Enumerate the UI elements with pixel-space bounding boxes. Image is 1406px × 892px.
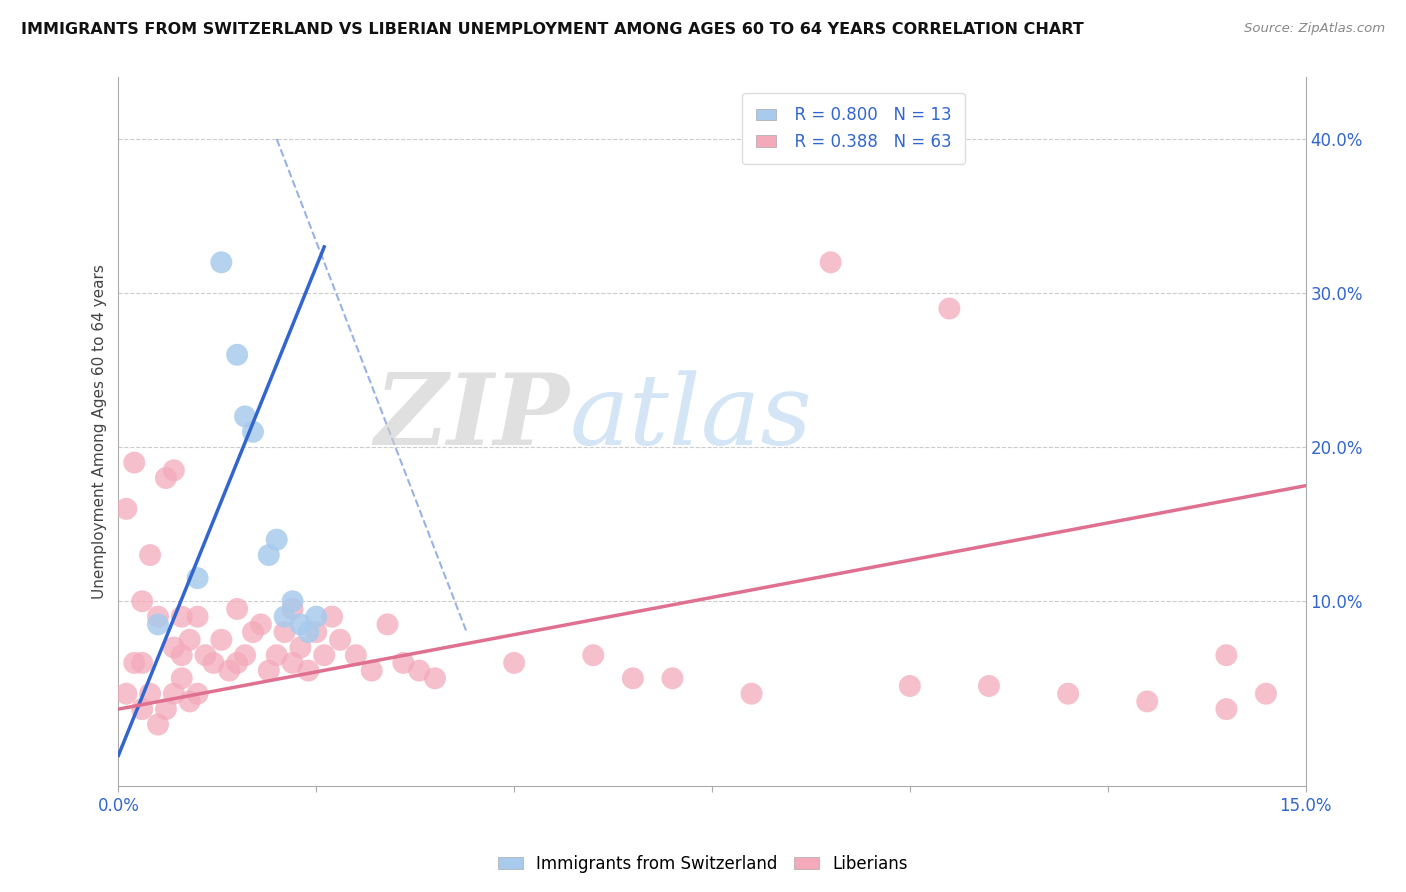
Immigrants from Switzerland [146, 617, 169, 632]
Liberians [218, 664, 240, 678]
Liberians [163, 687, 186, 701]
Liberians [233, 648, 256, 663]
Liberians [131, 594, 153, 608]
Liberians [281, 602, 304, 616]
Liberians [273, 625, 295, 640]
Liberians [187, 609, 209, 624]
Y-axis label: Unemployment Among Ages 60 to 64 years: Unemployment Among Ages 60 to 64 years [93, 264, 107, 599]
Liberians [209, 632, 232, 647]
Immigrants from Switzerland [266, 533, 288, 547]
Liberians [329, 632, 352, 647]
Legend: Immigrants from Switzerland, Liberians: Immigrants from Switzerland, Liberians [491, 848, 915, 880]
Liberians [257, 664, 280, 678]
Liberians [621, 671, 644, 685]
Liberians [155, 702, 177, 716]
Liberians [977, 679, 1000, 693]
Liberians [281, 656, 304, 670]
Liberians [163, 463, 186, 477]
Liberians [305, 625, 328, 640]
Immigrants from Switzerland [242, 425, 264, 439]
Liberians [314, 648, 336, 663]
Liberians [392, 656, 415, 670]
Liberians [1136, 694, 1159, 708]
Liberians [146, 609, 169, 624]
Immigrants from Switzerland [273, 609, 295, 624]
Liberians [344, 648, 367, 663]
Legend:   R = 0.800   N = 13,   R = 0.388   N = 63: R = 0.800 N = 13, R = 0.388 N = 63 [742, 93, 965, 164]
Liberians [661, 671, 683, 685]
Immigrants from Switzerland [257, 548, 280, 562]
Liberians [820, 255, 842, 269]
Liberians [1254, 687, 1277, 701]
Liberians [242, 625, 264, 640]
Liberians [122, 456, 145, 470]
Liberians [131, 702, 153, 716]
Liberians [139, 548, 162, 562]
Liberians [898, 679, 921, 693]
Liberians [503, 656, 526, 670]
Liberians [290, 640, 312, 655]
Liberians [155, 471, 177, 485]
Text: IMMIGRANTS FROM SWITZERLAND VS LIBERIAN UNEMPLOYMENT AMONG AGES 60 TO 64 YEARS C: IMMIGRANTS FROM SWITZERLAND VS LIBERIAN … [21, 22, 1084, 37]
Liberians [1215, 702, 1237, 716]
Liberians [408, 664, 430, 678]
Liberians [146, 717, 169, 731]
Immigrants from Switzerland [209, 255, 232, 269]
Liberians [194, 648, 217, 663]
Text: ZIP: ZIP [374, 369, 569, 466]
Liberians [938, 301, 960, 316]
Immigrants from Switzerland [233, 409, 256, 424]
Immigrants from Switzerland [226, 348, 249, 362]
Liberians [179, 694, 201, 708]
Liberians [360, 664, 382, 678]
Liberians [170, 648, 193, 663]
Liberians [1215, 648, 1237, 663]
Liberians [226, 602, 249, 616]
Liberians [423, 671, 446, 685]
Liberians [250, 617, 273, 632]
Liberians [741, 687, 763, 701]
Liberians [226, 656, 249, 670]
Liberians [170, 671, 193, 685]
Liberians [115, 501, 138, 516]
Text: atlas: atlas [569, 370, 813, 466]
Liberians [122, 656, 145, 670]
Liberians [187, 687, 209, 701]
Liberians [179, 632, 201, 647]
Immigrants from Switzerland [187, 571, 209, 585]
Liberians [582, 648, 605, 663]
Liberians [139, 687, 162, 701]
Liberians [170, 609, 193, 624]
Liberians [163, 640, 186, 655]
Liberians [131, 656, 153, 670]
Liberians [321, 609, 343, 624]
Immigrants from Switzerland [297, 625, 319, 640]
Text: Source: ZipAtlas.com: Source: ZipAtlas.com [1244, 22, 1385, 36]
Immigrants from Switzerland [290, 617, 312, 632]
Immigrants from Switzerland [281, 594, 304, 608]
Immigrants from Switzerland [305, 609, 328, 624]
Liberians [115, 687, 138, 701]
Liberians [266, 648, 288, 663]
Liberians [202, 656, 225, 670]
Liberians [377, 617, 399, 632]
Liberians [1057, 687, 1080, 701]
Liberians [297, 664, 319, 678]
